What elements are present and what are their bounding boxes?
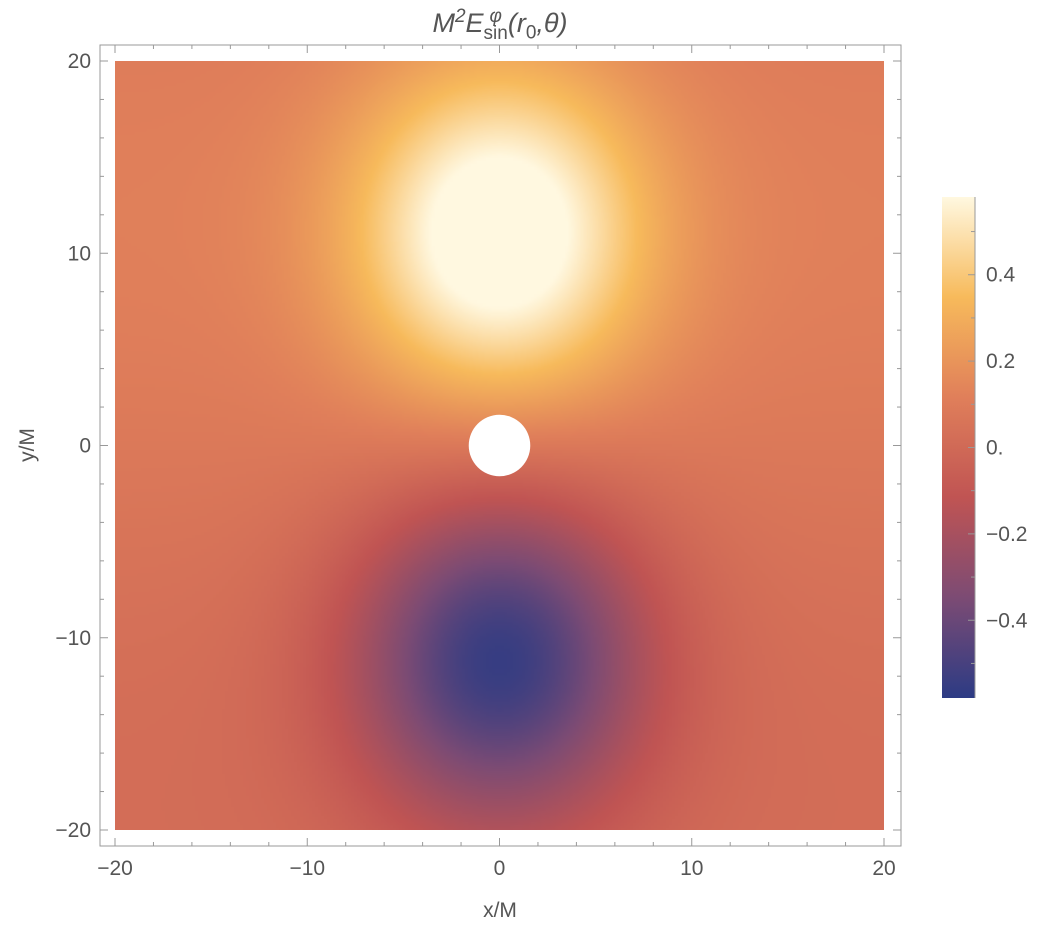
x-tick-label: 0 bbox=[494, 857, 506, 880]
x-tick-labels: −20 −10 0 10 20 bbox=[97, 857, 895, 880]
y-tick-label: 20 bbox=[68, 50, 91, 73]
colorbar-tick-label: −0.2 bbox=[986, 523, 1027, 546]
x-axis-label: x/M bbox=[483, 899, 517, 922]
colorbar-tick-label: 0. bbox=[986, 437, 1004, 460]
colorbar: 0.4 0.2 0. −0.2 −0.4 bbox=[942, 197, 1028, 698]
axis-ticks bbox=[100, 45, 901, 846]
colorbar-tick-label: 0.2 bbox=[986, 350, 1015, 373]
colorbar-tick-label: 0.4 bbox=[986, 264, 1016, 287]
x-tick-label: 20 bbox=[872, 857, 895, 880]
x-tick-label: −10 bbox=[289, 857, 325, 880]
excised-disk bbox=[468, 414, 531, 477]
chart-title: M2E φ sin (r0,θ) bbox=[432, 5, 568, 44]
y-tick-labels: −20 −10 0 10 20 bbox=[55, 50, 91, 842]
y-tick-label: −20 bbox=[55, 819, 91, 842]
colorbar-tick-label: −0.4 bbox=[986, 609, 1028, 632]
y-tick-label: −10 bbox=[55, 627, 91, 650]
x-tick-label: −20 bbox=[97, 857, 133, 880]
colorbar-ticks: 0.4 0.2 0. −0.2 −0.4 bbox=[968, 197, 1028, 698]
x-tick-label: 10 bbox=[680, 857, 703, 880]
y-tick-label: 10 bbox=[68, 242, 91, 265]
y-axis-label: y/M bbox=[16, 428, 39, 462]
y-tick-label: 0 bbox=[79, 435, 91, 458]
